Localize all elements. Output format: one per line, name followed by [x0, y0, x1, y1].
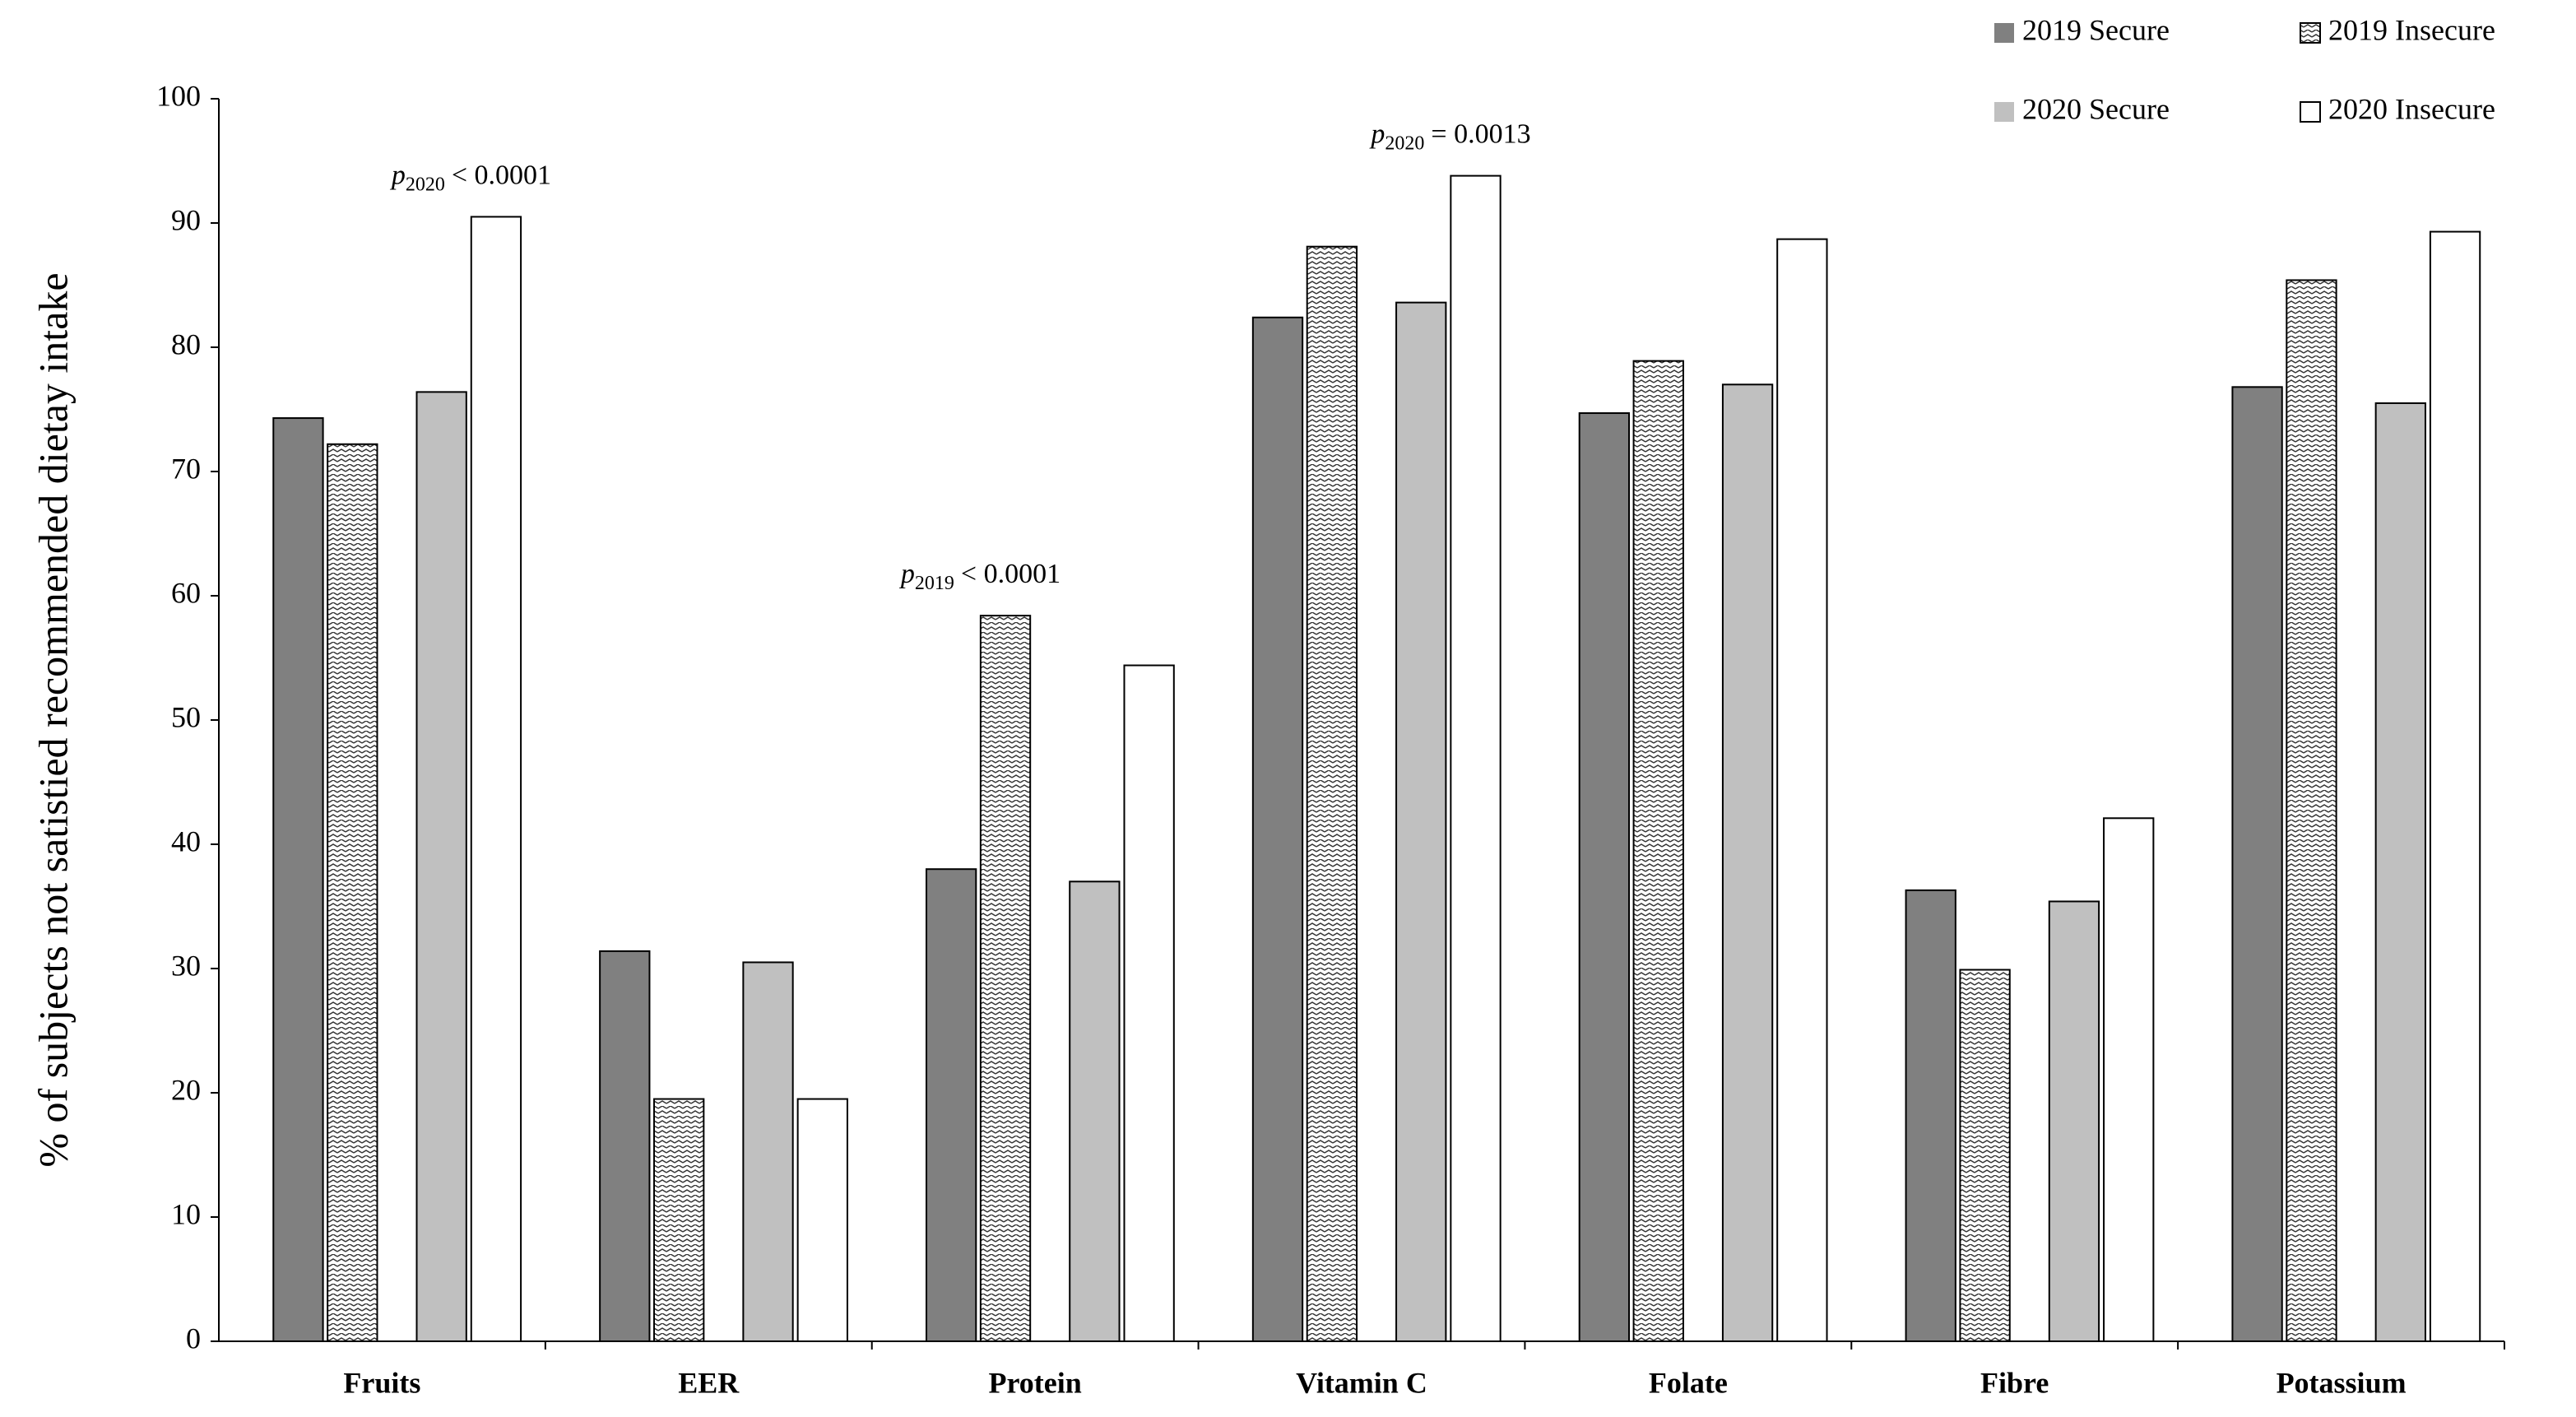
bar	[653, 1098, 705, 1343]
bar	[2231, 386, 2283, 1343]
annotation: p2020 < 0.0001	[390, 160, 551, 195]
bar	[1776, 238, 1828, 1342]
bar	[272, 417, 324, 1343]
bar	[2429, 230, 2481, 1343]
bar	[327, 443, 378, 1342]
annotation-p: p	[1369, 119, 1385, 150]
x-tick-label: Protein	[988, 1366, 1081, 1399]
bar	[1251, 316, 1304, 1342]
y-tick-label: 100	[156, 79, 201, 112]
y-tick-label: 30	[171, 949, 201, 982]
y-tick-label: 40	[171, 825, 201, 857]
legend-swatch	[2300, 22, 2321, 44]
annotation-subscript: 2020	[1385, 133, 1424, 155]
y-tick-label: 80	[171, 328, 201, 360]
x-tick-label: Potassium	[2277, 1366, 2407, 1399]
legend-label: 2020 Secure	[2022, 92, 2170, 125]
annotation-text: < 0.0001	[961, 559, 1061, 589]
y-tick-label: 10	[171, 1197, 201, 1230]
bar	[1578, 412, 1631, 1342]
bar	[1905, 889, 1956, 1342]
bar	[2286, 279, 2337, 1343]
bar	[1123, 664, 1175, 1342]
y-axis-label: % of subjects not satistied recommended …	[30, 272, 76, 1167]
x-tick-label: Vitamin C	[1296, 1366, 1427, 1399]
y-tick-label: 20	[171, 1073, 201, 1106]
bar	[1632, 360, 1684, 1342]
y-tick-label: 60	[171, 576, 201, 609]
x-tick-label: Fibre	[1980, 1366, 2049, 1399]
bar	[1069, 880, 1121, 1343]
annotation-p: p	[899, 559, 915, 589]
legend-swatch	[1994, 102, 2014, 122]
legend-label: 2020 Insecure	[2328, 92, 2495, 125]
bar	[925, 868, 977, 1342]
x-tick-label: Folate	[1649, 1366, 1728, 1399]
bar	[2048, 900, 2100, 1342]
annotation-p: p	[390, 160, 406, 190]
y-tick-label: 0	[186, 1322, 201, 1354]
bar	[470, 216, 522, 1343]
annotation: p2019 < 0.0001	[899, 559, 1061, 594]
bar	[742, 961, 794, 1342]
x-tick-label: EER	[678, 1366, 740, 1399]
bar	[979, 615, 1032, 1342]
legend-swatch	[1994, 23, 2014, 43]
bar	[796, 1098, 848, 1343]
bar	[1721, 383, 1774, 1342]
bar	[1959, 969, 2011, 1342]
annotation: p2020 = 0.0013	[1369, 119, 1530, 155]
annotation-text: < 0.0001	[452, 160, 551, 190]
y-tick-label: 50	[171, 700, 201, 733]
bar	[415, 391, 467, 1342]
bar	[599, 950, 651, 1342]
annotation-subscript: 2019	[915, 573, 954, 594]
bar	[2103, 817, 2155, 1342]
bar	[1450, 174, 1502, 1342]
annotation-subscript: 2020	[406, 174, 445, 195]
annotation-text: = 0.0013	[1431, 119, 1530, 150]
bar	[1306, 245, 1358, 1343]
legend-label: 2019 Insecure	[2328, 13, 2495, 46]
y-tick-label: 90	[171, 203, 201, 236]
bar	[1395, 301, 1447, 1342]
y-tick-label: 70	[171, 452, 201, 485]
legend-label: 2019 Secure	[2022, 13, 2170, 46]
bar	[2374, 402, 2426, 1343]
legend-swatch	[2300, 101, 2321, 123]
x-tick-label: Fruits	[343, 1366, 420, 1399]
